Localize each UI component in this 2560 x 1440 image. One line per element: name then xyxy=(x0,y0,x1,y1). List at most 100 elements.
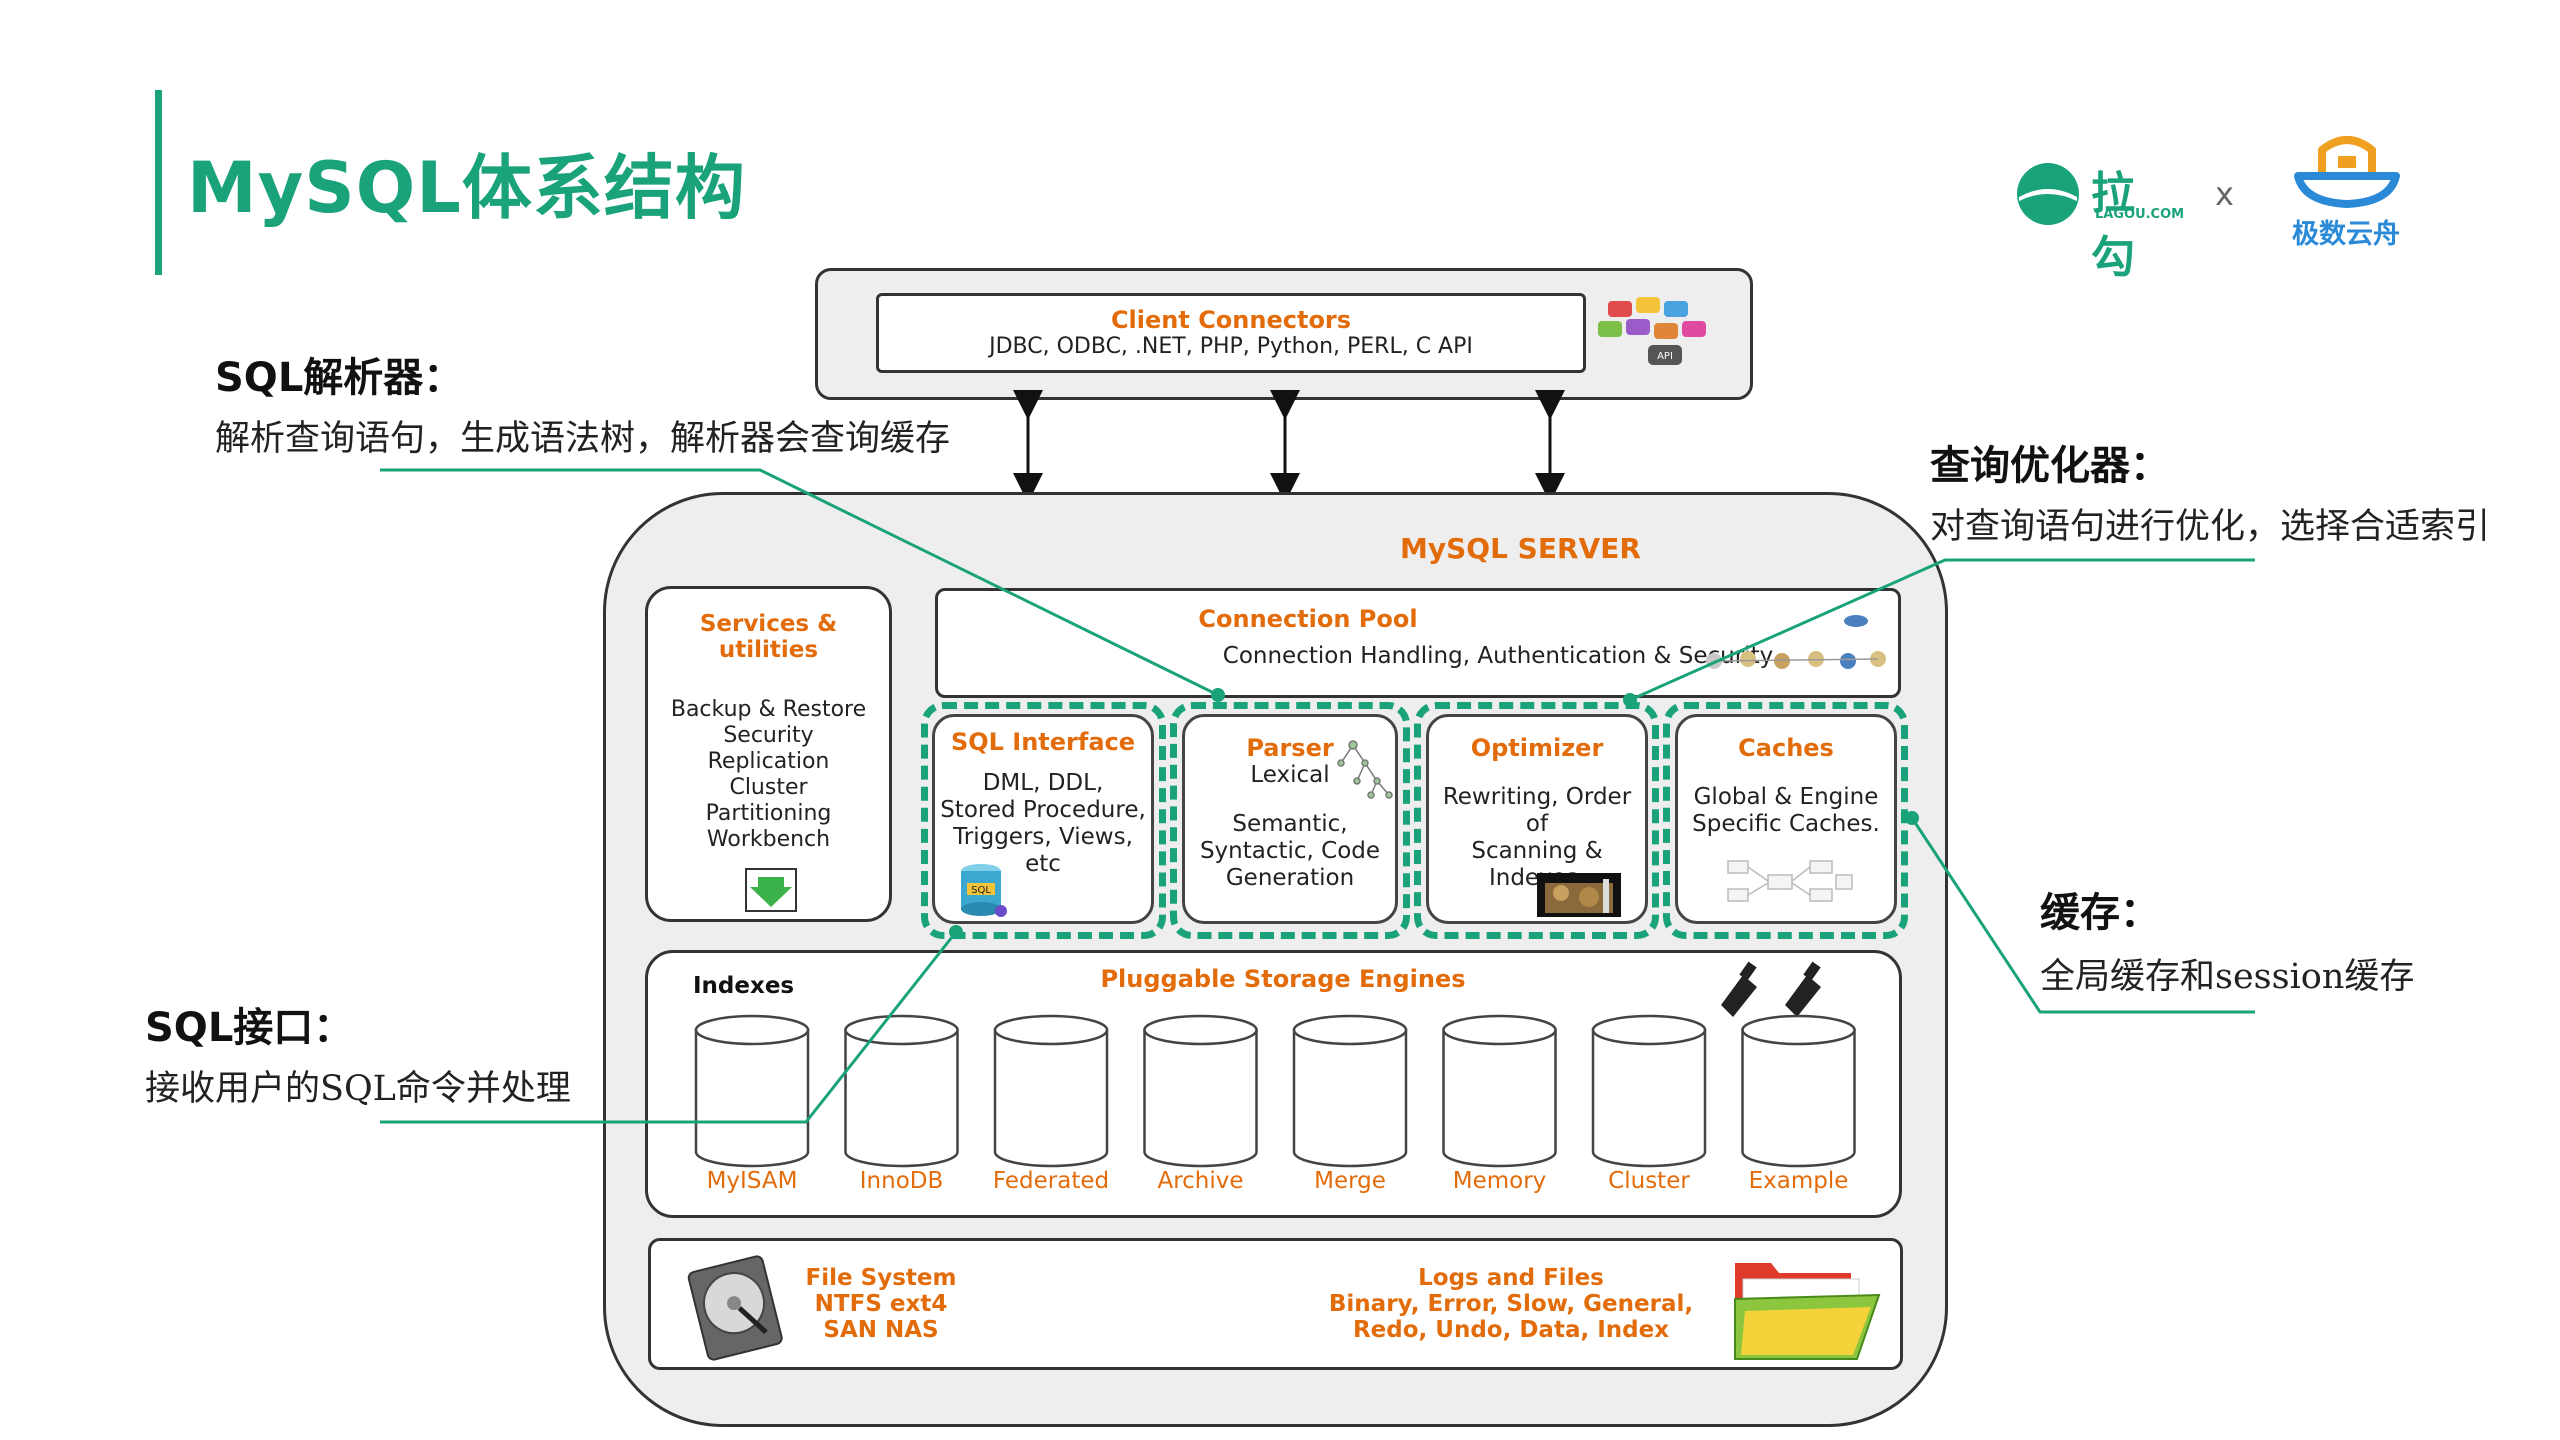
sql-interface-line: DML, DDL, xyxy=(982,770,1104,796)
sql-interface-title: SQL Interface xyxy=(950,728,1136,756)
annotation-parser-body: 解析查询语句，生成语法树，解析器会查询缓存 xyxy=(215,419,951,459)
storage-engines-title: Pluggable Storage Engines xyxy=(1100,965,1466,993)
storage-engine-cylinder xyxy=(1741,1014,1856,1168)
client-connectors-subtitle: JDBC, ODBC, .NET, PHP, Python, PERL, C A… xyxy=(989,334,1473,359)
sql-interface-box: SQL Interface DML, DDL, Stored Procedure… xyxy=(932,714,1154,924)
services-list: Backup & Restore Security Replication Cl… xyxy=(648,697,889,853)
boat-house-icon xyxy=(2294,136,2400,208)
sql-interface-line: Stored Procedure, xyxy=(940,797,1146,823)
client-connectors-title: Client Connectors xyxy=(1110,306,1352,334)
leader-cache xyxy=(1910,817,2255,1014)
api-blocks-icon: API xyxy=(1598,297,1706,365)
lagou-logo: 拉勾 LAGOU.COM xyxy=(2015,155,2184,283)
services-utilities-panel: Services & utilities Backup & Restore Se… xyxy=(645,586,892,922)
connection-pool-subtitle: Connection Handling, Authentication & Se… xyxy=(1222,643,1774,669)
logs-files-title: Logs and Files xyxy=(1418,1265,1604,1291)
parse-tree-icon xyxy=(1337,740,1393,799)
leader-optimizer-dot xyxy=(1623,693,1637,707)
storage-engine-label: Cluster xyxy=(1608,1168,1690,1194)
file-system-line: SAN NAS xyxy=(823,1317,939,1343)
lagou-logo-subtext: LAGOU.COM xyxy=(2095,207,2185,222)
caches-highlight xyxy=(1663,702,1908,939)
services-item: Cluster xyxy=(729,775,808,800)
optimizer-highlight xyxy=(1414,702,1659,939)
services-item: Security xyxy=(723,723,814,748)
cache-flow-icon xyxy=(1727,860,1853,902)
optimizer-line: Scanning & xyxy=(1471,838,1603,864)
sql-icon-label: SQL xyxy=(971,885,991,896)
leader-interface-dot xyxy=(949,925,963,939)
storage-engine-cylinder xyxy=(1292,1014,1408,1168)
leader-cache-dot xyxy=(1905,811,1919,825)
annotation-optimizer-title: 查询优化器： xyxy=(1930,443,2170,489)
storage-engine-cylinder xyxy=(1143,1014,1258,1168)
sql-interface-highlight xyxy=(921,702,1166,939)
optimizer-title: Optimizer xyxy=(1470,734,1604,762)
connection-pool-network-icon xyxy=(1706,615,1886,669)
file-system-title: File System xyxy=(805,1265,957,1291)
services-item: Backup & Restore xyxy=(670,697,867,722)
parser-line: Semantic, xyxy=(1232,811,1348,837)
logs-files-line: Binary, Error, Slow, General, xyxy=(1328,1291,1694,1317)
parser-highlight xyxy=(1170,702,1410,939)
annotation-parser-title: SQL解析器： xyxy=(215,355,464,401)
leader-optimizer xyxy=(1629,558,2255,702)
logo-separator: x xyxy=(2215,175,2234,213)
title-accent-bar xyxy=(155,90,162,275)
connection-pool-title: Connection Pool xyxy=(1198,605,1418,633)
caches-box: Caches Global & Engine Specific Caches. xyxy=(1675,714,1897,924)
annotation-cache-title: 缓存： xyxy=(2040,890,2160,936)
storage-engine-label: Merge xyxy=(1314,1168,1386,1194)
page-title: MySQL体系结构 xyxy=(187,147,746,229)
jishu-logo-text: 极数云舟 xyxy=(2292,219,2400,250)
api-block-label: API xyxy=(1657,351,1673,362)
storage-engine-label: Federated xyxy=(992,1168,1110,1194)
optimizer-line: Rewriting, Order of xyxy=(1442,784,1632,837)
annotation-optimizer-body: 对查询语句进行优化，选择合适索引 xyxy=(1930,507,2491,547)
parser-lexical: Lexical xyxy=(1250,762,1330,788)
lagou-logo-icon xyxy=(2017,163,2079,225)
annotation-interface-title: SQL接口： xyxy=(145,1005,354,1051)
caches-line: Global & Engine xyxy=(1693,784,1879,810)
storage-engine-label: Example xyxy=(1748,1168,1849,1194)
storage-engine-cylinder xyxy=(993,1014,1109,1168)
plug-connectors-icon xyxy=(1721,961,1821,1017)
workbench-download-icon xyxy=(745,868,797,912)
storage-engine-cylinder xyxy=(1591,1014,1707,1168)
sql-database-icon: SQL xyxy=(961,864,1007,917)
sql-interface-line: etc xyxy=(1025,851,1061,877)
services-item: Replication xyxy=(707,749,830,774)
storage-engine-label: Memory xyxy=(1452,1168,1547,1194)
files-logs-panel: File System NTFS ext4 SAN NAS Logs and F… xyxy=(648,1238,1903,1370)
caches-title: Caches xyxy=(1738,734,1834,762)
client-connectors-panel: Client Connectors JDBC, ODBC, .NET, PHP,… xyxy=(815,268,1753,400)
parser-line: Generation xyxy=(1225,865,1355,891)
parser-box: Parser Lexical Semantic, Syntactic, Code… xyxy=(1182,714,1398,924)
leader-parser-dot xyxy=(1211,688,1225,702)
file-system-line: NTFS ext4 xyxy=(814,1291,948,1317)
mysql-server-title: MySQL SERVER xyxy=(1400,532,1641,565)
connection-pool-panel: Connection Pool Connection Handling, Aut… xyxy=(935,588,1901,698)
jishu-logo: 极数云舟 xyxy=(2288,132,2408,250)
hard-disk-icon xyxy=(687,1255,783,1361)
client-connectors-inner: Client Connectors JDBC, ODBC, .NET, PHP,… xyxy=(876,293,1586,373)
leader-interface xyxy=(380,931,958,1124)
annotation-interface-body: 接收用户的SQL命令并处理 xyxy=(145,1069,571,1109)
storage-engine-cylinder xyxy=(1442,1014,1557,1168)
open-folder-icon xyxy=(1734,1263,1881,1360)
parser-line: Syntactic, Code xyxy=(1199,838,1381,864)
indexes-label: Indexes xyxy=(693,973,795,999)
storage-engine-label: MyISAM xyxy=(706,1168,798,1194)
lagou-logo-text: 拉勾 xyxy=(2091,168,2135,283)
services-title: Services & utilities xyxy=(699,611,838,663)
parser-title: Parser xyxy=(1246,734,1334,762)
optimizer-machinery-icon xyxy=(1537,873,1621,917)
optimizer-box: Optimizer Rewriting, Order of Scanning &… xyxy=(1426,714,1648,924)
storage-engine-label: Archive xyxy=(1157,1168,1244,1194)
services-item: Partitioning xyxy=(705,801,832,826)
storage-engine-label: InnoDB xyxy=(859,1168,944,1194)
leader-parser xyxy=(380,468,1219,697)
